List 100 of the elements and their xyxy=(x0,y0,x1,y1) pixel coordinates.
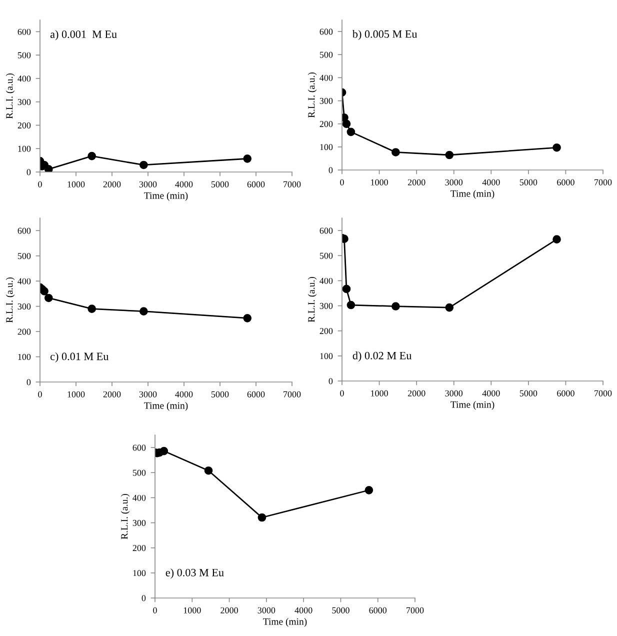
point xyxy=(342,120,351,128)
x-axis-title: Time (min) xyxy=(450,400,494,410)
y-tick-label: 500 xyxy=(320,52,333,58)
x-tick-label: 1000 xyxy=(184,607,201,614)
x-tick-label: 0 xyxy=(38,391,42,398)
x-tick-label: 5000 xyxy=(211,391,229,398)
x-tick-label: 3000 xyxy=(445,179,463,186)
x-tick-label: 5000 xyxy=(332,607,350,614)
y-axis-title: R.L.I. (a.u.) xyxy=(308,276,317,322)
x-tick-label: 6000 xyxy=(247,391,265,398)
x-tick-label: 6000 xyxy=(247,181,265,188)
point xyxy=(392,148,400,156)
x-tick-label: 1000 xyxy=(371,179,388,186)
x-tick-label: 0 xyxy=(153,607,157,614)
y-tick-label: 300 xyxy=(320,98,333,104)
y-tick-label: 100 xyxy=(18,146,31,152)
annotation: b) 0.005 M Eu xyxy=(352,30,418,40)
x-tick-label: 2000 xyxy=(408,390,426,396)
annotation: e) 0.03 M Eu xyxy=(166,568,224,579)
annotation: a) 0.001 M Eu xyxy=(50,30,117,40)
point xyxy=(445,150,454,160)
point xyxy=(346,128,356,136)
y-tick-label: 600 xyxy=(132,444,146,451)
y-tick-label: 500 xyxy=(18,252,31,260)
y-tick-label: 500 xyxy=(320,252,333,259)
x-tick-label: 4000 xyxy=(482,390,500,396)
y-tick-label: 300 xyxy=(18,98,31,106)
point xyxy=(258,513,266,522)
point xyxy=(160,446,168,456)
x-tick-label: 0 xyxy=(340,179,344,186)
point xyxy=(445,303,454,312)
y-tick-label: 400 xyxy=(320,74,333,81)
x-tick-label: 3000 xyxy=(258,607,276,614)
x-tick-label: 2000 xyxy=(103,391,121,398)
y-tick-label: 600 xyxy=(18,228,31,234)
point xyxy=(40,287,48,296)
y-tick-label: 400 xyxy=(18,278,31,284)
x-axis-title: Time (min) xyxy=(263,618,307,627)
x-tick-label: 2000 xyxy=(220,607,238,614)
y-tick-label: 400 xyxy=(132,494,146,501)
y-tick-label: 100 xyxy=(320,353,333,360)
point xyxy=(346,300,356,310)
point xyxy=(204,466,213,475)
y-tick-label: 600 xyxy=(320,228,333,234)
y-tick-label: 200 xyxy=(132,544,146,552)
y-axis-title: R.L.I. (a.u.) xyxy=(6,277,15,323)
x-tick-label: 1000 xyxy=(68,181,85,188)
y-axis-title: R.L.I. (a.u.) xyxy=(120,494,130,540)
x-tick-label: 4000 xyxy=(482,179,500,186)
x-axis-title: Time (min) xyxy=(144,192,188,201)
x-tick-label: 6000 xyxy=(557,390,574,396)
x-axis-title: Time (min) xyxy=(144,402,188,411)
annotation: c) 0.01 M Eu xyxy=(50,352,109,362)
x-tick-label: 1000 xyxy=(68,391,85,398)
point xyxy=(140,307,148,316)
x-tick-label: 3000 xyxy=(139,391,157,398)
y-tick-label: 600 xyxy=(320,28,333,35)
x-tick-label: 7000 xyxy=(594,390,612,396)
y-axis-title: R.L.I. (a.u.) xyxy=(308,72,317,118)
y-axis-title: R.L.I. (a.u.) xyxy=(6,73,15,119)
x-tick-label: 5000 xyxy=(211,181,229,188)
y-tick-label: 0 xyxy=(328,167,333,174)
point xyxy=(243,314,252,322)
point xyxy=(243,154,252,163)
point xyxy=(364,486,374,494)
point xyxy=(140,160,148,170)
x-tick-label: 7000 xyxy=(406,607,424,614)
point xyxy=(552,143,561,152)
x-tick-label: 2000 xyxy=(408,179,426,186)
y-tick-label: 500 xyxy=(132,470,146,476)
annotation: d) 0.02 M Eu xyxy=(352,352,412,362)
y-tick-label: 100 xyxy=(320,144,333,150)
x-tick-label: 1000 xyxy=(371,390,388,396)
point xyxy=(552,235,561,244)
point xyxy=(44,165,53,172)
y-tick-label: 0 xyxy=(142,595,146,602)
y-tick-label: 200 xyxy=(320,328,333,334)
x-tick-label: 5000 xyxy=(520,390,538,396)
x-tick-label: 3000 xyxy=(139,181,157,188)
point xyxy=(88,152,96,160)
x-tick-label: 7000 xyxy=(284,391,301,398)
y-tick-label: 0 xyxy=(328,378,333,384)
y-tick-label: 300 xyxy=(18,303,31,310)
x-tick-label: 6000 xyxy=(369,607,387,614)
y-tick-label: 200 xyxy=(18,328,31,335)
x-tick-label: 4000 xyxy=(175,181,193,188)
x-tick-label: 5000 xyxy=(520,179,538,186)
y-tick-label: 300 xyxy=(132,520,146,526)
point xyxy=(44,294,53,302)
y-tick-label: 600 xyxy=(18,28,31,35)
x-tick-label: 4000 xyxy=(175,391,193,398)
point xyxy=(88,304,96,313)
point xyxy=(342,284,351,294)
y-tick-label: 400 xyxy=(18,76,31,82)
x-tick-label: 0 xyxy=(340,390,344,396)
x-tick-label: 4000 xyxy=(294,607,312,614)
point xyxy=(392,302,400,310)
y-tick-label: 200 xyxy=(320,120,333,128)
x-axis-title: Time (min) xyxy=(450,190,494,199)
y-tick-label: 400 xyxy=(320,278,333,284)
